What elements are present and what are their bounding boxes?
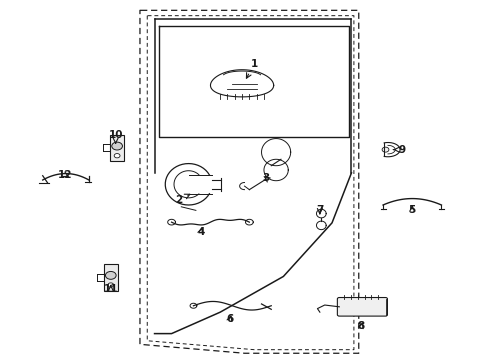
FancyBboxPatch shape bbox=[337, 297, 386, 316]
Circle shape bbox=[112, 142, 122, 150]
Circle shape bbox=[105, 271, 116, 279]
Text: 9: 9 bbox=[392, 145, 405, 155]
Text: 8: 8 bbox=[357, 321, 364, 332]
Circle shape bbox=[108, 283, 114, 287]
Text: 3: 3 bbox=[262, 173, 270, 183]
Text: 5: 5 bbox=[408, 205, 415, 215]
Text: 10: 10 bbox=[108, 130, 122, 143]
Text: 2: 2 bbox=[175, 194, 189, 204]
Circle shape bbox=[114, 154, 120, 158]
Circle shape bbox=[381, 147, 388, 152]
Text: 12: 12 bbox=[57, 170, 72, 180]
Text: 7: 7 bbox=[316, 205, 323, 215]
Bar bbox=[104, 264, 117, 291]
Text: 11: 11 bbox=[103, 284, 118, 294]
Text: 1: 1 bbox=[246, 59, 257, 78]
Bar bbox=[110, 135, 123, 161]
Text: 4: 4 bbox=[197, 227, 204, 237]
Text: 6: 6 bbox=[226, 314, 233, 324]
